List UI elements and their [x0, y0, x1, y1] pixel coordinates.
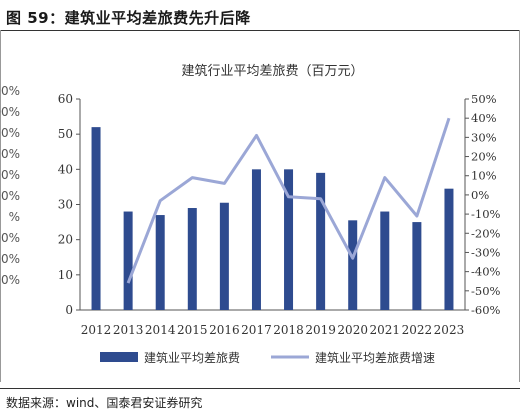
left-axis-tick-label: 40	[58, 162, 73, 176]
cropped-axis-label: 0%	[0, 147, 20, 161]
cropped-axis-label: 0%	[0, 231, 20, 245]
right-axis-tick-label: -40%	[471, 265, 501, 279]
x-axis-tick-label: 2012	[81, 323, 112, 337]
right-axis-tick-label: 50%	[471, 92, 497, 106]
growth-rate-line	[126, 117, 451, 284]
bar-2021	[380, 211, 390, 310]
right-axis-tick-label: 0%	[471, 188, 489, 202]
left-axis-tick-label: 20	[58, 233, 73, 247]
x-axis-tick-label: 2021	[370, 323, 401, 337]
x-axis-tick-label: 2014	[145, 323, 176, 337]
bar-2012	[91, 127, 101, 310]
figure-title: 图 59：建筑业平均差旅费先升后降	[6, 9, 251, 27]
cropped-axis-label: 0%	[0, 126, 20, 140]
bar-2018	[284, 169, 294, 310]
footer-divider	[0, 388, 520, 389]
frame-left-border	[0, 30, 1, 382]
legend-line-label: 建筑业平均差旅费增速	[315, 350, 435, 365]
bar-2022	[412, 222, 422, 310]
legend-bar-label: 建筑业平均差旅费	[144, 350, 240, 365]
bar-2014	[155, 215, 165, 310]
x-axis-tick-label: 2019	[305, 323, 336, 337]
right-axis-tick-label: -50%	[471, 284, 501, 298]
left-axis-tick-label: 10	[58, 268, 73, 282]
cropped-axis-label: 20%	[0, 84, 20, 98]
bar-2023	[444, 188, 454, 310]
bar-2020	[348, 220, 358, 310]
left-axis-tick-label: 0	[65, 303, 73, 317]
chart-svg: 建筑行业平均差旅费（百万元） 0 10 20 30 40 50 60 -60% -50% -40% -…	[58, 63, 501, 365]
bar-2019	[316, 172, 326, 310]
right-axis-tick-label: 10%	[471, 169, 497, 183]
left-axis-tick-label: 50	[58, 127, 73, 141]
right-axis-tick-label: 20%	[471, 150, 497, 164]
right-axis-tick-label: -60%	[471, 303, 501, 317]
cropped-axis-label: 0%	[0, 168, 20, 182]
data-source: 数据来源：wind、国泰君安证券研究	[6, 396, 203, 410]
bar-2013	[123, 211, 133, 310]
x-axis-tick-label: 2020	[337, 323, 368, 337]
cropped-axis-label: 0%	[0, 252, 20, 266]
left-axis-tick-label: 30	[58, 198, 73, 212]
title-divider	[0, 30, 520, 31]
right-axis-tick-label: -10%	[471, 207, 501, 221]
x-axis-tick-label: 2017	[241, 323, 272, 337]
cropped-axis-label: %	[8, 210, 20, 224]
x-axis-tick-label: 2018	[273, 323, 304, 337]
x-axis-tick-label: 2023	[434, 323, 465, 337]
legend-bar-swatch	[100, 352, 138, 362]
x-axis-tick-label: 2022	[402, 323, 433, 337]
x-axis-tick-label: 2016	[209, 323, 240, 337]
cropped-axis-label: 00%	[0, 105, 20, 119]
x-axis-tick-label: 2015	[177, 323, 208, 337]
bar-2017	[251, 169, 261, 310]
bar-2016	[219, 202, 229, 310]
right-axis-tick-label: 30%	[471, 130, 497, 144]
cropped-axis-label: 0%	[0, 273, 20, 287]
bar-2015	[187, 208, 197, 310]
chart-title: 建筑行业平均差旅费（百万元）	[181, 63, 363, 79]
right-axis-tick-label: -30%	[471, 245, 501, 259]
left-axis-tick-label: 60	[58, 92, 73, 106]
x-axis-tick-label: 2013	[113, 323, 144, 337]
cropped-axis-label: 0%	[0, 189, 20, 203]
right-axis-tick-label: -20%	[471, 226, 501, 240]
right-axis-tick-label: 40%	[471, 111, 497, 125]
